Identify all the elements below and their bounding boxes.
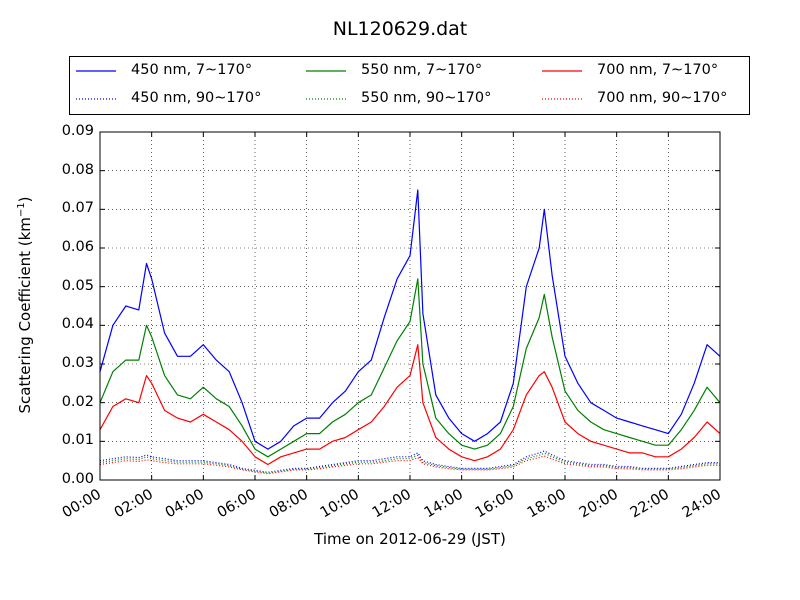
y-tick-label: 0.02 (61, 393, 94, 410)
legend-swatch (76, 70, 116, 72)
legend-item: 450 nm, 90∼170° (76, 89, 296, 109)
y-axis-label: Scattering Coefficient (km−1) (16, 196, 34, 413)
legend-item: 550 nm, 90∼170° (306, 89, 526, 109)
y-axis-label-unit-power: −1 (16, 202, 27, 218)
series-line (99, 278, 721, 458)
legend-swatch (542, 98, 582, 100)
series-line (99, 189, 721, 450)
y-tick-label: 0.08 (61, 161, 94, 178)
y-tick-label: 0.01 (61, 432, 94, 449)
legend-label: 450 nm, 7∼170° (131, 62, 253, 78)
chart-legend: 450 nm, 7∼170° 550 nm, 7∼170° 700 nm, 7∼17… (69, 56, 750, 115)
legend-label: 550 nm, 90∼170° (361, 90, 492, 106)
y-tick-label: 0.05 (61, 277, 94, 294)
x-axis-label: Time on 2012-06-29 (JST) (314, 530, 506, 548)
chart-title: NL120629.dat (332, 18, 468, 40)
y-tick-label: 0.07 (61, 200, 94, 217)
y-tick-label: 0.06 (61, 239, 94, 255)
legend-label: 450 nm, 90∼170° (131, 90, 262, 106)
legend-item: 700 nm, 7∼170° (542, 61, 762, 81)
legend-label: 700 nm, 90∼170° (597, 90, 728, 106)
legend-item: 450 nm, 7∼170° (76, 61, 296, 81)
axes-frame (99, 131, 721, 481)
legend-swatch (306, 70, 346, 72)
legend-swatch (76, 98, 116, 100)
y-tick-label: 0.09 (61, 123, 94, 139)
y-axis-label-suffix: ) (16, 196, 34, 203)
legend-swatch (306, 98, 346, 100)
y-tick-label: 0.03 (61, 355, 94, 371)
series-line (99, 344, 721, 466)
series-line (99, 450, 720, 473)
legend-item: 700 nm, 90∼170° (542, 89, 762, 109)
legend-label: 700 nm, 7∼170° (597, 62, 719, 78)
legend-item: 550 nm, 7∼170° (306, 61, 526, 81)
legend-label: 550 nm, 7∼170° (361, 62, 483, 78)
legend-swatch (542, 70, 582, 72)
y-tick-label: 0.04 (61, 316, 94, 333)
y-axis-label-text: Scattering Coefficient (km (16, 217, 34, 414)
y-tick-label: 0.00 (61, 471, 94, 487)
